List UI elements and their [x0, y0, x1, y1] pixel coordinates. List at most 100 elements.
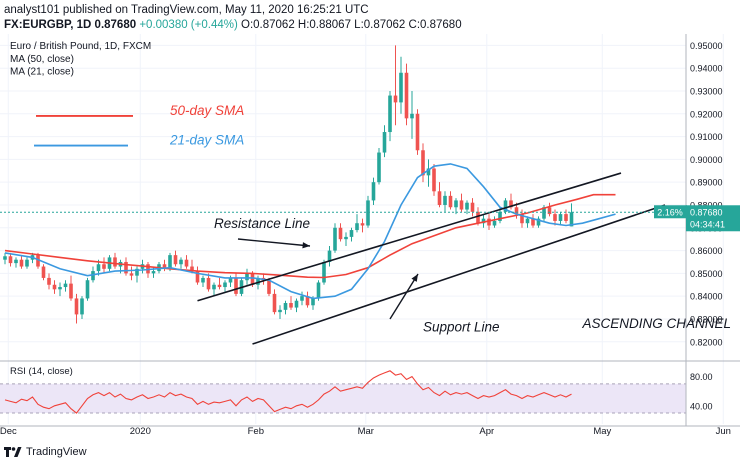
indicator-legend-item: MA (50, close) [10, 54, 74, 65]
candle-body [96, 264, 101, 272]
candle-body [245, 273, 249, 281]
candle-body [377, 152, 381, 183]
candle-body [195, 271, 200, 283]
candle-body [542, 207, 546, 219]
candle-body [41, 266, 46, 278]
candle-body [63, 283, 68, 288]
candle-body [162, 264, 167, 269]
axes: 0.95000 0.94000 0.93000 0.92000 0.91000 0.900… [0, 34, 740, 437]
candle-body [531, 218, 535, 226]
change-badge: 2.16% [657, 207, 683, 217]
candle-body [487, 218, 491, 226]
candle-body [564, 214, 568, 221]
time-tick: 2020 [130, 426, 151, 437]
price-tick: 0.91000 [690, 132, 723, 142]
time-tick: May [593, 426, 611, 437]
candle-body [388, 95, 392, 133]
time-tick: Mar [358, 426, 374, 437]
sma50-annotation: 50-day SMA [170, 103, 244, 118]
candle-body [547, 207, 552, 215]
candle-body [311, 298, 315, 306]
brand-name: TradingView [26, 446, 87, 458]
candle-body [322, 261, 326, 283]
candle-body [283, 303, 288, 310]
candle-body [399, 72, 403, 103]
candle-body [470, 202, 475, 212]
candle-body [382, 132, 387, 153]
price-tick: 0.94000 [690, 64, 723, 74]
rsi-tick: 80.00 [690, 372, 713, 382]
publish-info: analyst101 published on TradingView.com,… [4, 4, 369, 16]
candle-body [179, 259, 183, 265]
support-arrow [389, 273, 419, 320]
candle-body [91, 271, 95, 281]
indicator-legend-item: MA (21, close) [10, 67, 74, 78]
price-change: +0.00380 (+0.44%) [139, 19, 238, 31]
candle-body [294, 300, 299, 308]
candle-body [184, 259, 189, 267]
candle-body [74, 298, 79, 315]
candles [3, 45, 574, 324]
support-arrow-head [411, 274, 418, 282]
candle-body [327, 250, 332, 262]
candle-body [360, 223, 365, 226]
candle-body [113, 257, 117, 267]
annotations: 50-day SMA 21-day SMA Resistance Line Suppo… [10, 41, 731, 377]
candle-body [415, 113, 420, 151]
candle-body [173, 255, 178, 265]
price-chart[interactable]: 50-day SMA 21-day SMA Resistance Line Suppo… [0, 34, 740, 445]
candle-body [217, 284, 222, 288]
candle-body [19, 259, 24, 267]
price-badge-bg [686, 205, 740, 232]
candle-body [459, 200, 464, 210]
sma21-annotation: 21-day SMA [169, 133, 244, 148]
candle-body [3, 256, 7, 260]
candle-body [151, 271, 156, 274]
candle-body [250, 273, 255, 285]
price-tick: 0.83000 [690, 314, 723, 324]
candle-body [223, 282, 227, 288]
candle-body [393, 95, 398, 103]
candle-body [124, 261, 128, 274]
time-tick: Apr [479, 426, 494, 437]
candle-body [465, 202, 469, 210]
candle-body [503, 200, 508, 212]
candle-body [36, 255, 40, 267]
candle-body [344, 236, 348, 240]
sma21-line [4, 163, 616, 300]
candle-body [410, 113, 414, 119]
candle-body [481, 218, 486, 224]
candle-body [14, 259, 18, 264]
ohlc-values: O:0.87062 H:0.88067 L:0.87062 C:0.87680 [241, 19, 462, 31]
candle-body [212, 284, 216, 290]
candle-body [102, 264, 106, 269]
candle-body [509, 200, 513, 208]
candle-body [272, 293, 277, 313]
candle-body [349, 230, 354, 237]
candle-body [206, 277, 211, 290]
candle-body [256, 277, 260, 285]
price-tick: 0.89000 [690, 178, 723, 188]
candle-body [58, 287, 62, 290]
tradingview-logo-icon [4, 447, 22, 457]
rsi-line [4, 370, 572, 414]
candle-body [426, 168, 431, 176]
candle-body [437, 191, 442, 205]
candle-body [338, 227, 343, 240]
candle-body [52, 284, 57, 290]
candle-body [404, 72, 409, 119]
candle-body [492, 220, 497, 226]
grid [0, 34, 724, 424]
price-tick: 0.82000 [690, 337, 723, 347]
support-annotation: Support Line [423, 320, 500, 335]
candle-body [525, 218, 530, 224]
candle-body [514, 207, 519, 215]
price-tick: 0.85000 [690, 269, 723, 279]
rsi-label: RSI (14, close) [10, 366, 73, 377]
change-badge-bg [654, 205, 687, 219]
candle-body [80, 298, 84, 315]
candle-body [47, 277, 51, 285]
chart-title: Euro / British Pound, 1D, FXCM [10, 41, 151, 52]
countdown-badge: 04:34:41 [690, 219, 725, 229]
candle-body [69, 283, 73, 299]
